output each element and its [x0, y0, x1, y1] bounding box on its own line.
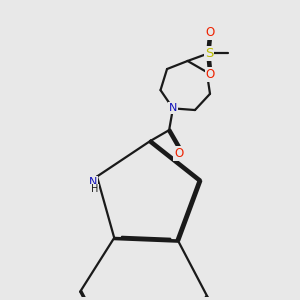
- Text: N: N: [169, 103, 177, 113]
- Text: H: H: [91, 184, 98, 194]
- Text: O: O: [206, 26, 215, 39]
- Text: O: O: [174, 147, 184, 160]
- Text: S: S: [205, 47, 213, 60]
- Text: N: N: [88, 177, 97, 187]
- Text: O: O: [206, 68, 215, 81]
